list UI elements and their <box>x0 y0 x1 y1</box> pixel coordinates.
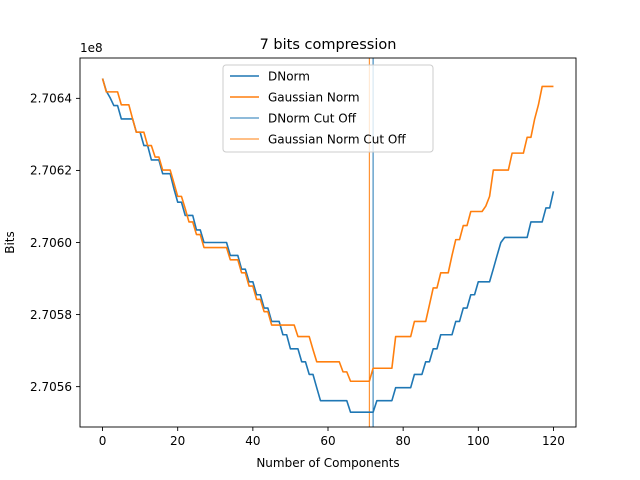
y-tick-label: 2.7060 <box>30 236 72 250</box>
series-line-1 <box>101 78 554 383</box>
y-tick-label: 2.7058 <box>30 308 72 322</box>
x-tick-label: 0 <box>99 434 107 448</box>
y-axis-label: Bits <box>3 231 17 254</box>
x-tick-label: 80 <box>396 434 411 448</box>
x-tick-label: 20 <box>170 434 185 448</box>
y-tick-label: 2.7064 <box>30 92 72 106</box>
y-tick-label: 2.7056 <box>30 380 72 394</box>
legend-label: Gaussian Norm Cut Off <box>268 132 406 146</box>
x-axis-label: Number of Components <box>256 456 399 470</box>
legend-box <box>222 64 434 153</box>
x-tick-label: 60 <box>320 434 335 448</box>
chart-title: 7 bits compression <box>260 37 397 53</box>
y-axis-offset-label: 1e8 <box>80 41 103 55</box>
legend-label: DNorm Cut Off <box>268 111 357 125</box>
legend-label: Gaussian Norm <box>268 90 360 104</box>
y-tick-label: 2.7062 <box>30 164 72 178</box>
x-tick-label: 100 <box>467 434 490 448</box>
legend-label: DNorm <box>268 69 310 83</box>
series-line-0 <box>101 78 555 414</box>
x-tick-label: 120 <box>542 434 565 448</box>
legend: DNorm Gaussian Norm DNorm Cut Off Gaussian … <box>222 64 434 153</box>
x-tick-label: 40 <box>245 434 260 448</box>
